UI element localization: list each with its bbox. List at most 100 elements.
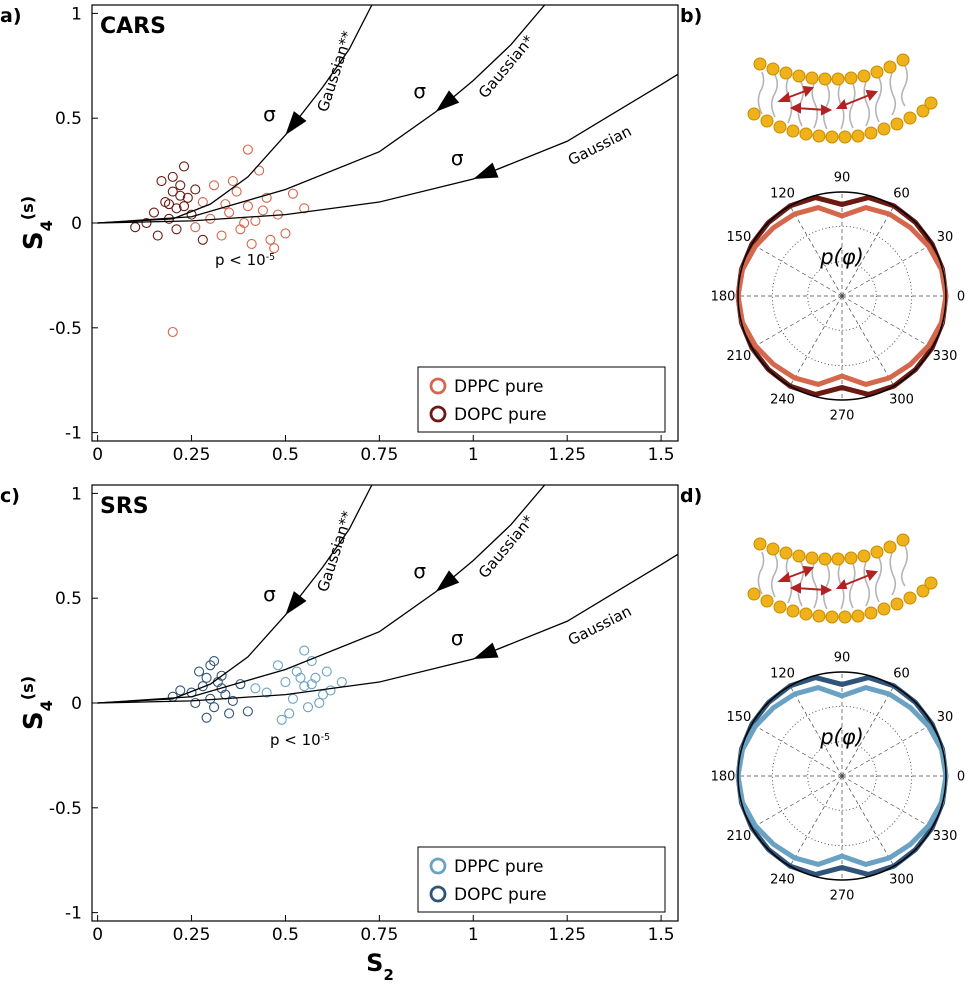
legend-marker xyxy=(429,377,447,395)
angle-tick-label: 270 xyxy=(830,889,855,904)
sigma-label: σ xyxy=(413,559,426,583)
angle-grid xyxy=(841,775,895,867)
radial-grid xyxy=(771,705,913,847)
legend-label: DPPC pure xyxy=(454,377,544,397)
y-tick-label: -1 xyxy=(65,904,82,924)
p-value-annotation-part: -5 xyxy=(321,732,330,743)
scatter-point xyxy=(261,687,272,698)
angle-tick-label: 60 xyxy=(893,666,910,681)
plot-area xyxy=(97,485,678,725)
legend-marker xyxy=(429,885,447,903)
scatter-point xyxy=(242,144,253,155)
angle-tick-label: 120 xyxy=(770,186,795,201)
distribution-label: p(φ) xyxy=(819,245,864,269)
angle-tick-label: 0 xyxy=(957,290,965,305)
scatter-point xyxy=(186,209,197,220)
sigma-arrow xyxy=(435,90,460,112)
x-tick-label: 1.25 xyxy=(548,445,586,465)
legend-label: DPPC pure xyxy=(454,857,544,877)
scatter-point xyxy=(175,685,186,696)
curve-label: Gaussian** xyxy=(314,508,357,594)
scatter-point xyxy=(224,207,235,218)
y-axis-label-part: S xyxy=(19,231,49,250)
scatter-point xyxy=(175,180,186,191)
model-curve xyxy=(97,5,373,224)
sigma-label: σ xyxy=(451,626,464,650)
angle-grid xyxy=(841,685,895,777)
angle-tick-label: 90 xyxy=(834,171,851,186)
scatter-point xyxy=(227,695,238,706)
x-tick-label: 0 xyxy=(92,445,103,465)
angle-grid xyxy=(841,295,933,349)
y-tick-label: -1 xyxy=(65,424,82,444)
y-tick-label: -0.5 xyxy=(49,799,82,819)
legend-box xyxy=(417,366,666,433)
scatter-point xyxy=(178,201,190,212)
scatter-point xyxy=(167,186,178,197)
scatter-point xyxy=(336,676,347,688)
scatter-point xyxy=(152,230,163,241)
scatter-point xyxy=(130,222,141,233)
p-value-annotation-part: p < 10 xyxy=(215,251,266,269)
y-tick-label: 1 xyxy=(71,4,82,24)
x-axis-label: S2 xyxy=(366,949,394,984)
scatter-point xyxy=(242,706,253,717)
scatter-point xyxy=(314,697,325,709)
p-value-annotation: p < 10-5 xyxy=(215,251,275,269)
sigma-arrow xyxy=(285,111,307,135)
scatter-point xyxy=(190,184,201,195)
scatter-point xyxy=(287,188,299,199)
sigma-label: σ xyxy=(263,102,276,126)
scatter-point xyxy=(239,217,250,229)
scatter-point xyxy=(269,243,280,254)
legend-marker xyxy=(429,405,447,423)
sigma-label: σ xyxy=(451,146,464,170)
angle-grid xyxy=(841,775,933,829)
y-tick-label: -0.5 xyxy=(49,319,82,339)
y-tick-label: 0.5 xyxy=(55,589,82,609)
scatter-point xyxy=(201,712,212,723)
scatter-point xyxy=(299,203,310,214)
angle-grid xyxy=(841,295,895,387)
angle-tick-label: 120 xyxy=(770,666,795,681)
lipid-bilayer-icon xyxy=(747,533,938,624)
angle-grid xyxy=(751,243,843,297)
scatter-point xyxy=(299,681,310,692)
scatter-point xyxy=(209,180,220,191)
angle-grid xyxy=(751,295,843,349)
angle-grid xyxy=(789,685,843,777)
y-axis-label-part: 4 xyxy=(37,700,56,711)
angle-grid xyxy=(789,205,843,297)
scatter-point xyxy=(299,645,310,656)
angle-grid xyxy=(789,775,843,867)
model-curve xyxy=(97,553,678,704)
model-curve xyxy=(97,5,546,224)
scatter-point xyxy=(306,679,317,690)
angle-tick-label: 30 xyxy=(937,710,954,725)
scatter-point xyxy=(246,238,257,250)
legend-marker xyxy=(429,857,447,875)
angle-tick-label: 150 xyxy=(727,710,752,725)
scatter-point xyxy=(224,708,235,719)
scatter-point xyxy=(156,176,167,187)
scatter-point xyxy=(220,199,231,210)
angle-tick-label: 300 xyxy=(889,873,914,888)
angle-tick-label: 60 xyxy=(893,186,910,201)
scatter-point xyxy=(272,660,283,671)
x-tick-label: 0.75 xyxy=(360,925,398,945)
x-tick-label: 0.75 xyxy=(360,445,398,465)
sigma-arrow xyxy=(285,591,307,615)
y-axis-label: S4(s) xyxy=(18,676,56,730)
x-axis-label-part: S xyxy=(366,949,383,977)
scatter-point xyxy=(280,676,291,688)
y-axis-label: S4(s) xyxy=(18,196,56,250)
model-curve xyxy=(97,73,678,224)
angle-tick-label: 210 xyxy=(727,349,752,364)
scatter-point xyxy=(287,693,299,704)
y-tick-label: 0.5 xyxy=(55,109,82,129)
angle-grid xyxy=(751,775,843,829)
radial-grid xyxy=(771,225,913,367)
p-value-annotation-part: p < 10 xyxy=(270,731,321,749)
panel-label: b) xyxy=(680,5,702,27)
